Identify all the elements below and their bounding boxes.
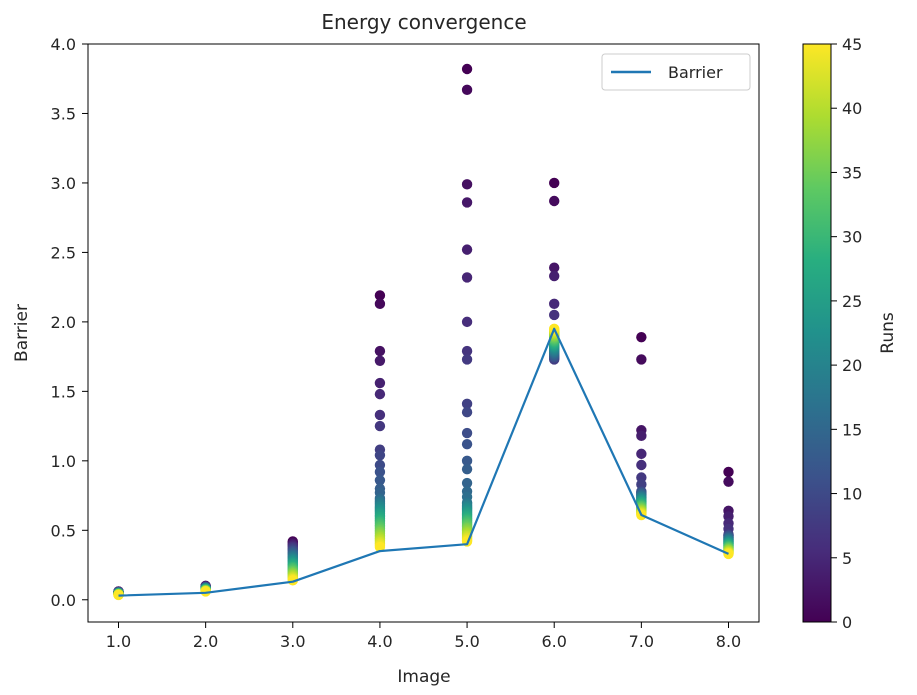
scatter-point	[374, 420, 386, 432]
scatter-point	[461, 455, 473, 467]
x-tick-label: 6.0	[541, 632, 566, 651]
colorbar-tick-label: 5	[842, 549, 852, 568]
scatter-point	[461, 398, 473, 410]
scatter-point	[374, 475, 386, 486]
x-tick-label: 7.0	[629, 632, 654, 651]
scatter-point	[374, 450, 386, 461]
x-axis: 1.0 2.0 3.0 4.0 5.0 6.0 7.0 8.0	[106, 622, 741, 651]
scatter-point	[461, 463, 473, 475]
y-axis: 0.0 0.5 1.0 1.5 2.0 2.5 3.0 3.5 4.0	[51, 35, 88, 610]
barrier-line-series	[118, 327, 729, 597]
scatter-point	[461, 354, 473, 365]
colorbar: 0 5 10 15 20 25 30 35 40 45 Runs	[802, 35, 898, 632]
colorbar-tick-label: 25	[842, 292, 862, 311]
scatter-point	[723, 548, 734, 560]
scatter-point	[374, 298, 386, 310]
x-axis-title: Image	[397, 667, 450, 687]
scatter-point	[723, 466, 734, 478]
y-tick-label: 3.5	[51, 104, 76, 123]
legend: Barrier	[601, 53, 751, 91]
scatter-points	[113, 63, 734, 601]
scatter-point	[636, 459, 647, 471]
scatter-point	[461, 427, 473, 439]
scatter-point	[636, 331, 647, 343]
scatter-point	[461, 438, 473, 450]
colorbar-tick-label: 10	[842, 485, 862, 504]
scatter-point	[549, 262, 560, 273]
colorbar-tick-label: 45	[842, 35, 862, 54]
scatter-point	[374, 388, 386, 400]
x-tick-label: 1.0	[106, 632, 131, 651]
scatter-point	[374, 377, 386, 389]
plot-frame	[87, 43, 760, 623]
colorbar-tick-label: 0	[842, 613, 852, 632]
scatter-point	[636, 430, 647, 442]
y-tick-label: 3.0	[51, 174, 76, 193]
x-tick-label: 2.0	[193, 632, 218, 651]
scatter-point	[461, 345, 473, 357]
scatter-point	[461, 406, 473, 418]
colorbar-gradient	[802, 43, 832, 623]
y-axis-title: Barrier	[12, 304, 32, 362]
scatter-point	[374, 409, 386, 421]
barrier-line	[118, 327, 729, 597]
scatter-point	[549, 195, 560, 207]
y-tick-label: 2.5	[51, 243, 76, 262]
x-tick-label: 3.0	[280, 632, 305, 651]
y-tick-label: 0.0	[51, 591, 76, 610]
scatter-point	[723, 476, 734, 487]
scatter-point	[461, 179, 473, 190]
scatter-point	[200, 586, 211, 597]
scatter-point	[636, 448, 647, 460]
colorbar-ticks: 0 5 10 15 20 25 30 35 40 45	[831, 35, 862, 632]
scatter-point	[461, 316, 473, 328]
scatter-point	[461, 477, 473, 489]
y-tick-label: 2.0	[51, 313, 76, 332]
chart-title: Energy convergence	[321, 10, 526, 34]
scatter-point	[374, 466, 386, 478]
scatter-point	[461, 63, 473, 75]
y-tick-label: 0.5	[51, 521, 76, 540]
scatter-point	[549, 177, 560, 189]
scatter-point	[374, 355, 386, 366]
scatter-point	[636, 354, 647, 365]
colorbar-tick-label: 15	[842, 420, 862, 439]
colorbar-tick-label: 35	[842, 163, 862, 182]
scatter-point	[461, 84, 473, 96]
legend-box	[601, 53, 751, 91]
colorbar-tick-label: 40	[842, 99, 862, 118]
scatter-point	[374, 345, 386, 357]
scatter-point	[549, 309, 560, 321]
y-tick-label: 1.0	[51, 452, 76, 471]
y-tick-label: 4.0	[51, 35, 76, 54]
colorbar-tick-label: 20	[842, 356, 862, 375]
x-tick-label: 5.0	[454, 632, 479, 651]
scatter-point	[461, 244, 473, 255]
scatter-point	[461, 197, 473, 208]
colorbar-label: Runs	[878, 312, 898, 354]
x-tick-label: 4.0	[367, 632, 392, 651]
scatter-point	[461, 272, 473, 283]
scatter-point	[549, 298, 560, 310]
scatter-point	[374, 290, 386, 301]
y-tick-label: 1.5	[51, 382, 76, 401]
colorbar-tick-label: 30	[842, 228, 862, 247]
scatter-point	[374, 541, 386, 553]
x-tick-label: 8.0	[716, 632, 741, 651]
legend-label-barrier: Barrier	[668, 63, 723, 82]
scatter-point	[549, 270, 560, 282]
